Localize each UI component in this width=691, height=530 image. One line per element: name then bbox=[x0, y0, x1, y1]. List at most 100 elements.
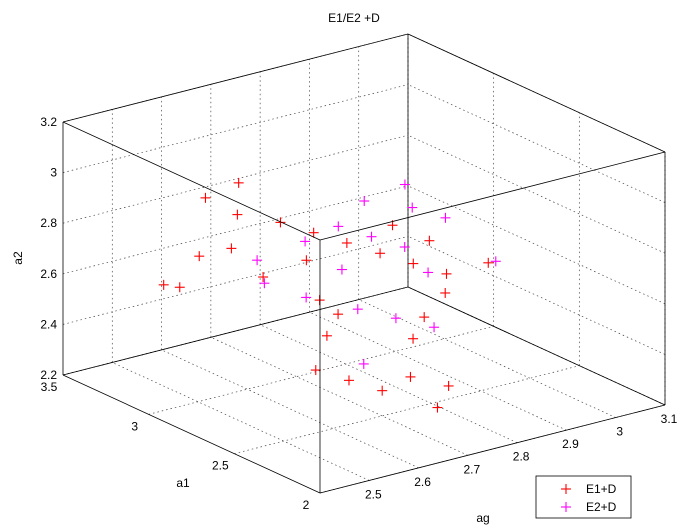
box-edge bbox=[407, 286, 666, 406]
z-axis-label: a2 bbox=[11, 251, 25, 265]
grid-line-z-right bbox=[407, 236, 666, 355]
x-tick-label: 3.1 bbox=[661, 412, 678, 426]
z-tick-label: 2.8 bbox=[40, 216, 57, 230]
data-point-series-1 bbox=[259, 278, 270, 289]
box-edge bbox=[62, 33, 409, 123]
data-point-series-0 bbox=[308, 227, 319, 238]
x-tick-label: 2.6 bbox=[414, 475, 431, 489]
legend-label-e1-d: E1+D bbox=[586, 482, 617, 496]
z-tick-label: 2.6 bbox=[40, 267, 57, 281]
x-tick-label: 3 bbox=[616, 425, 623, 439]
z-tick-label: 3 bbox=[50, 166, 57, 180]
grid-line-x-floor bbox=[210, 336, 469, 456]
data-point-series-1 bbox=[423, 267, 434, 278]
data-point-series-1 bbox=[399, 179, 410, 190]
legend: E1+D E2+D bbox=[535, 475, 632, 519]
data-point-series-0 bbox=[232, 209, 243, 220]
box-edge bbox=[62, 286, 409, 376]
grid-line-x-floor bbox=[358, 299, 616, 418]
data-point-series-1 bbox=[359, 196, 370, 207]
grid-line-z-back bbox=[62, 236, 409, 325]
data-point-series-1 bbox=[333, 221, 344, 232]
data-point-series-1 bbox=[352, 304, 363, 315]
box-edge bbox=[407, 33, 666, 153]
data-point-series-0 bbox=[158, 279, 169, 290]
y-tick-label: 2.5 bbox=[212, 459, 229, 473]
grid-line-z-back bbox=[62, 84, 409, 173]
data-point-series-1 bbox=[440, 212, 451, 223]
box-edge-front bbox=[62, 121, 321, 241]
data-point-series-1 bbox=[358, 358, 369, 369]
y-tick-label: 3.5 bbox=[41, 380, 58, 394]
legend-marker-e1-d bbox=[561, 484, 571, 494]
x-tick-label: 2.5 bbox=[365, 487, 382, 501]
z-tick-label: 3.2 bbox=[40, 115, 57, 129]
data-point-series-0 bbox=[483, 257, 494, 268]
data-point-series-0 bbox=[441, 268, 452, 279]
data-point-series-1 bbox=[252, 255, 263, 266]
grid bbox=[62, 33, 666, 494]
x-tick-label: 2.8 bbox=[513, 450, 530, 464]
box-edge-front bbox=[319, 151, 666, 241]
data-point-series-0 bbox=[321, 330, 332, 341]
data-point-series-0 bbox=[194, 251, 205, 262]
data-point-series-0 bbox=[405, 371, 416, 382]
data-point-series-1 bbox=[301, 292, 312, 303]
grid-line-z-back bbox=[62, 134, 409, 224]
data-point-series-0 bbox=[233, 177, 244, 188]
front-edges bbox=[62, 121, 666, 493]
data-point-series-0 bbox=[310, 365, 321, 376]
data-point-series-1 bbox=[490, 256, 501, 267]
data-points bbox=[158, 177, 501, 413]
data-point-series-1 bbox=[390, 313, 401, 324]
data-point-series-0 bbox=[432, 402, 443, 413]
axes-box bbox=[62, 33, 666, 494]
data-point-series-0 bbox=[333, 309, 344, 320]
y-tick-label: 3 bbox=[131, 419, 138, 433]
x-tick-label: 2.9 bbox=[562, 437, 579, 451]
data-point-series-0 bbox=[301, 255, 312, 266]
data-point-series-0 bbox=[341, 237, 352, 248]
data-point-series-1 bbox=[399, 241, 410, 252]
legend-marker-e2-d bbox=[561, 502, 571, 512]
grid-line-y-floor bbox=[234, 365, 580, 455]
data-point-series-1 bbox=[366, 231, 377, 242]
tick-labels: 2.5 2.6 2.7 2.8 2.9 3 3.1 2 2.5 3 3.52.2 2.4 2.6 2.8 3… bbox=[40, 115, 677, 512]
data-point-series-0 bbox=[343, 375, 354, 386]
data-point-series-1 bbox=[336, 264, 347, 275]
y-axis-label: a1 bbox=[176, 476, 190, 490]
data-point-series-0 bbox=[424, 235, 435, 246]
data-point-series-0 bbox=[408, 258, 419, 269]
grid-line-z-right bbox=[407, 185, 666, 305]
y-tick-label: 2 bbox=[303, 498, 310, 512]
data-point-series-0 bbox=[377, 385, 388, 396]
data-point-series-0 bbox=[419, 312, 430, 323]
data-point-series-0 bbox=[258, 272, 269, 283]
data-point-series-0 bbox=[408, 333, 419, 344]
z-tick-label: 2.2 bbox=[40, 368, 57, 382]
chart-title: E1/E2 +D bbox=[328, 11, 380, 25]
data-point-series-0 bbox=[440, 287, 451, 298]
grid-line-y-floor bbox=[148, 325, 494, 415]
data-point-series-0 bbox=[443, 380, 454, 391]
legend-plus-marker-1 bbox=[561, 502, 571, 512]
legend-box bbox=[535, 475, 632, 519]
grid-line-z-right bbox=[407, 134, 666, 254]
grid-line-z-back bbox=[62, 185, 409, 275]
data-point-series-1 bbox=[300, 236, 311, 247]
z-tick-label: 2.4 bbox=[40, 317, 57, 331]
box-edge bbox=[62, 374, 321, 494]
data-point-series-0 bbox=[375, 248, 386, 259]
data-point-series-1 bbox=[429, 322, 440, 333]
data-point-series-1 bbox=[407, 202, 418, 213]
legend-plus-marker-0 bbox=[561, 484, 571, 494]
grid-line-x-floor bbox=[161, 349, 419, 469]
data-point-series-0 bbox=[174, 282, 185, 293]
data-point-series-0 bbox=[226, 243, 237, 254]
grid-line-x-floor bbox=[112, 362, 370, 481]
data-point-series-0 bbox=[275, 217, 286, 228]
x-axis-label: ag bbox=[476, 511, 489, 525]
legend-label-e2-d: E2+D bbox=[586, 500, 617, 514]
box-edge bbox=[319, 404, 666, 494]
